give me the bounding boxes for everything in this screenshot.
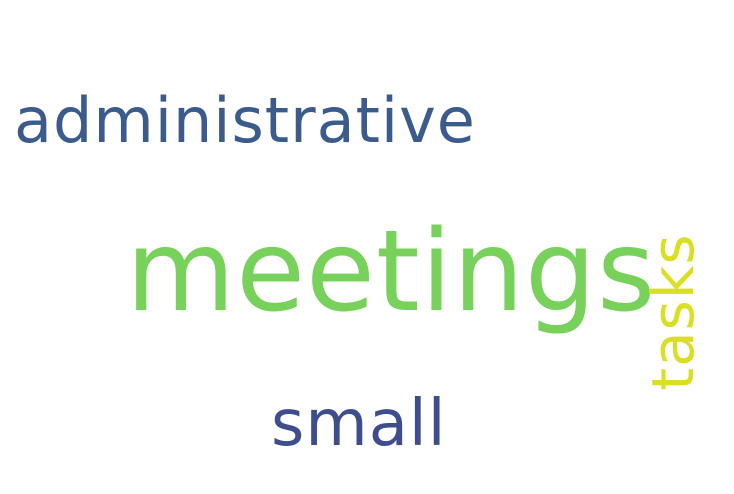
word-tasks-wrapper: tasks [639, 214, 707, 410]
word-small: small [271, 387, 447, 461]
word-administrative: administrative [14, 84, 476, 157]
word-tasks: tasks [639, 233, 707, 391]
word-meetings: meetings [126, 207, 657, 337]
